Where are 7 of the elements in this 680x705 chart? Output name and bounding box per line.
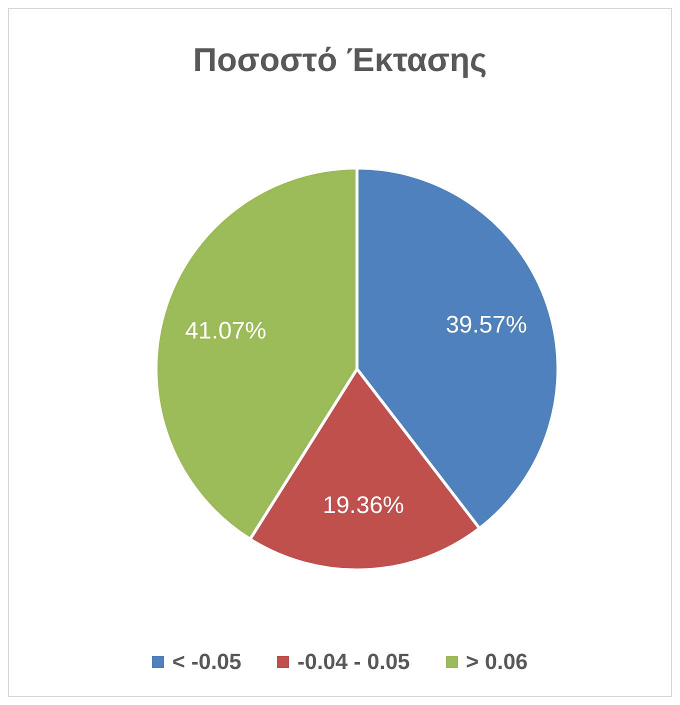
legend-label: -0.04 - 0.05 <box>297 649 410 675</box>
data-label: 39.57% <box>446 312 528 339</box>
chart-title: Ποσοστό Έκτασης <box>192 41 488 79</box>
data-label: 19.36% <box>322 492 404 520</box>
legend-label: < -0.05 <box>172 649 242 675</box>
legend-label: > 0.06 <box>466 649 528 675</box>
data-label: 41.07% <box>184 318 266 345</box>
